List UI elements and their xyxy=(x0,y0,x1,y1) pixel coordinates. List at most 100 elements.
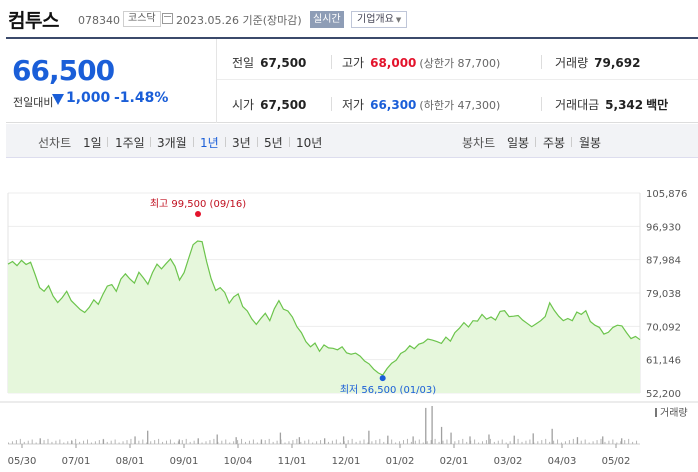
volume-bar xyxy=(134,436,136,444)
volume-bar xyxy=(146,442,148,444)
volume-bar xyxy=(288,441,290,444)
volume-bar xyxy=(94,441,96,444)
volume-bar xyxy=(276,440,278,444)
volume-bar xyxy=(422,442,424,444)
volume-bar xyxy=(395,442,397,444)
volume-bar xyxy=(19,438,21,444)
period-3y-button[interactable]: 3년 xyxy=(232,136,251,150)
volume-bar xyxy=(371,441,373,444)
volume-bar xyxy=(425,407,427,444)
volume-bar xyxy=(272,441,274,444)
volume-bar xyxy=(213,438,215,444)
volume-bar xyxy=(440,426,443,444)
x-tick-label: 02/01 xyxy=(440,456,469,467)
period-1d-button[interactable]: 1일 xyxy=(83,136,102,150)
volume-bar xyxy=(616,442,618,444)
volume-bar xyxy=(632,441,634,444)
volume-bar xyxy=(474,439,476,444)
candle-weekly-button[interactable]: 주봉 xyxy=(543,136,566,150)
volume-bar xyxy=(225,439,227,444)
volume-bar xyxy=(572,438,574,444)
volume-legend-icon xyxy=(655,408,657,417)
company-info-label: 기업개요 xyxy=(357,14,394,25)
volume-bar xyxy=(27,440,29,444)
stock-name: 컴투스 xyxy=(8,10,59,32)
volume-bar xyxy=(98,440,100,444)
volume: 거래량 79,692 xyxy=(555,56,641,70)
volume-bar xyxy=(237,440,239,444)
divider xyxy=(331,97,332,111)
divider xyxy=(541,97,542,111)
x-tick-label: 05/30 xyxy=(8,456,37,467)
volume-bar xyxy=(541,440,543,444)
volume-bar xyxy=(403,440,404,444)
volume-bar xyxy=(63,442,65,444)
volume-bar xyxy=(138,440,140,444)
volume-bar xyxy=(147,430,149,444)
volume-bar xyxy=(604,441,606,444)
volume-bar xyxy=(178,439,180,444)
volume-bar xyxy=(525,440,527,444)
volume-bar xyxy=(51,441,53,444)
x-tick-label: 05/02 xyxy=(602,456,631,467)
volume-bar xyxy=(488,434,490,444)
candle-daily-button[interactable]: 일봉 xyxy=(507,136,530,150)
volume-bar xyxy=(549,441,551,444)
divider xyxy=(216,39,217,123)
day-low: 저가 66,300 (하한가 47,300) xyxy=(342,98,501,112)
volume-bar xyxy=(430,440,432,444)
volume-bar xyxy=(216,434,218,444)
volume-bar xyxy=(130,438,132,444)
volume-bar xyxy=(90,442,92,444)
volume-bar xyxy=(15,440,17,444)
realtime-button[interactable]: 실시간 xyxy=(310,11,344,28)
x-tick-label: 07/01 xyxy=(62,456,91,467)
volume-bar xyxy=(418,439,420,444)
y-tick-label: 87,984 xyxy=(646,256,681,267)
volume-bar xyxy=(209,440,211,444)
volume-bar xyxy=(620,441,622,444)
stock-code: 078340 xyxy=(78,14,120,27)
volume-bar xyxy=(205,441,207,444)
period-3m-button[interactable]: 3개월 xyxy=(157,136,187,150)
period-1y-button[interactable]: 1년 xyxy=(200,136,219,150)
volume-bar xyxy=(375,440,377,444)
volume-bar xyxy=(624,440,626,444)
x-tick-label: 11/01 xyxy=(278,456,307,467)
volume-bar xyxy=(458,440,460,444)
volume-bar xyxy=(154,440,156,444)
divider xyxy=(107,137,108,147)
volume-bar xyxy=(497,440,499,444)
period-10y-button[interactable]: 10년 xyxy=(296,136,323,150)
volume-bar xyxy=(602,436,604,444)
volume-bar xyxy=(600,438,602,444)
period-5y-button[interactable]: 5년 xyxy=(264,136,283,150)
volume-bar xyxy=(537,441,539,444)
volume-bar xyxy=(636,440,638,444)
volume-bar xyxy=(368,430,370,444)
volume-bar xyxy=(122,441,124,444)
divider xyxy=(217,79,698,80)
period-1w-button[interactable]: 1주일 xyxy=(115,136,145,150)
volume-bar xyxy=(169,439,171,444)
price-chart[interactable]: 105,876 96,930 87,984 79,038 70,092 61,146 52,… xyxy=(0,180,698,472)
volume-bar xyxy=(580,440,582,444)
company-info-dropdown[interactable]: 기업개요 ▼ xyxy=(351,11,408,28)
volume-bar xyxy=(551,428,553,444)
volume-bar xyxy=(260,439,263,444)
y-tick-label: 70,092 xyxy=(646,322,681,333)
volume-bar xyxy=(43,440,45,444)
volume-bar xyxy=(412,436,414,444)
volume-bar xyxy=(438,441,440,444)
volume-bar xyxy=(509,441,511,444)
volume-bar xyxy=(331,440,333,444)
candle-monthly-button[interactable]: 월봉 xyxy=(579,136,602,150)
volume-bar xyxy=(588,442,590,444)
y-tick-label: 96,930 xyxy=(646,222,681,233)
chevron-down-icon: ▼ xyxy=(395,16,402,24)
volume-bar xyxy=(221,440,223,444)
volume-bar xyxy=(241,438,243,444)
volume-bar xyxy=(55,440,57,444)
y-tick-label: 61,146 xyxy=(646,356,681,367)
volume-bar xyxy=(545,438,547,444)
